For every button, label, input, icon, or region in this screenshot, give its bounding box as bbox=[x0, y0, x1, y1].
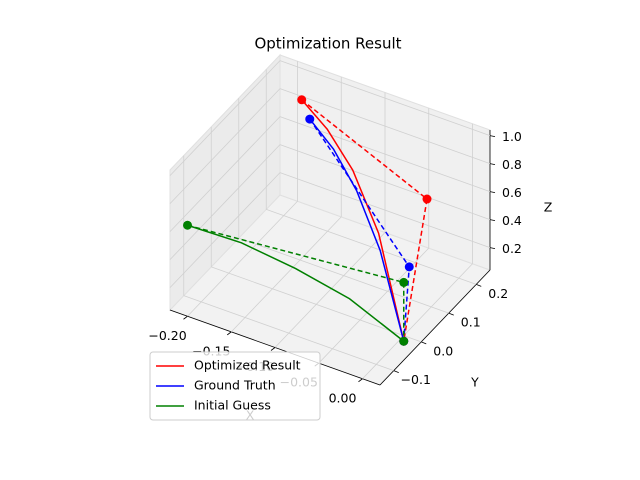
y-tick-label: 0.1 bbox=[461, 315, 481, 330]
z-tick-label: 0.6 bbox=[502, 185, 522, 200]
tick-mark bbox=[421, 341, 427, 345]
grid-line bbox=[279, 60, 491, 136]
grid-line bbox=[169, 116, 281, 232]
axis-line bbox=[379, 269, 491, 386]
tick-mark bbox=[448, 312, 454, 316]
grid-line bbox=[362, 263, 473, 380]
y-tick-label: −0.1 bbox=[401, 372, 431, 387]
waypoint-marker bbox=[305, 114, 315, 124]
waypoint-marker bbox=[399, 336, 409, 346]
grid-line bbox=[279, 116, 491, 192]
grid-line bbox=[279, 88, 491, 164]
grid-line bbox=[230, 216, 342, 333]
waypoint-marker bbox=[297, 95, 307, 105]
chart-title: Optimization Result bbox=[254, 35, 401, 53]
tick-mark bbox=[227, 331, 232, 336]
series-line bbox=[187, 224, 405, 342]
grid-line bbox=[169, 60, 281, 176]
grid-line bbox=[238, 237, 449, 314]
z-axis-label: Z bbox=[544, 200, 553, 215]
tick-mark bbox=[358, 378, 363, 383]
y-tick-label: 0.0 bbox=[433, 343, 453, 358]
x-tick-label: 0.00 bbox=[329, 390, 357, 405]
y-tick-label: 0.2 bbox=[488, 286, 508, 301]
grid-line bbox=[169, 144, 281, 260]
grid-line bbox=[274, 232, 386, 348]
tick-mark bbox=[489, 191, 496, 193]
tick-mark bbox=[489, 135, 496, 137]
tick-mark bbox=[270, 347, 276, 351]
waypoint-line bbox=[187, 224, 405, 342]
grid-line bbox=[169, 88, 281, 204]
series-line bbox=[301, 99, 405, 342]
z-tick-label: 1.0 bbox=[502, 129, 522, 144]
grid-line bbox=[183, 295, 394, 372]
series-line bbox=[309, 118, 405, 342]
legend-label: Initial Guess bbox=[194, 398, 271, 413]
tick-mark bbox=[393, 370, 399, 373]
x-tick-label: −0.20 bbox=[148, 328, 186, 343]
z-tick-label: 0.4 bbox=[502, 213, 522, 228]
tick-mark bbox=[476, 284, 482, 287]
waypoint-marker bbox=[404, 262, 414, 272]
grid-line bbox=[279, 144, 491, 220]
tick-mark bbox=[183, 315, 188, 320]
grid-line bbox=[279, 172, 491, 248]
tick-mark bbox=[489, 219, 496, 221]
z-tick-label: 0.8 bbox=[502, 157, 522, 172]
grid-line bbox=[187, 200, 298, 317]
z-tick-label: 0.2 bbox=[502, 241, 522, 256]
grid-line bbox=[169, 172, 281, 288]
y-axis-label: Y bbox=[470, 375, 479, 390]
tick-mark bbox=[489, 247, 496, 249]
waypoint-marker bbox=[183, 220, 192, 230]
legend-box bbox=[149, 351, 321, 421]
waypoint-marker bbox=[399, 277, 409, 287]
legend-label: Optimized Result bbox=[194, 358, 301, 373]
waypoint-marker bbox=[422, 194, 432, 204]
grid-line bbox=[211, 266, 422, 343]
grid-line bbox=[266, 208, 477, 285]
legend-label: Ground Truth bbox=[194, 378, 276, 393]
tick-mark bbox=[489, 163, 496, 165]
